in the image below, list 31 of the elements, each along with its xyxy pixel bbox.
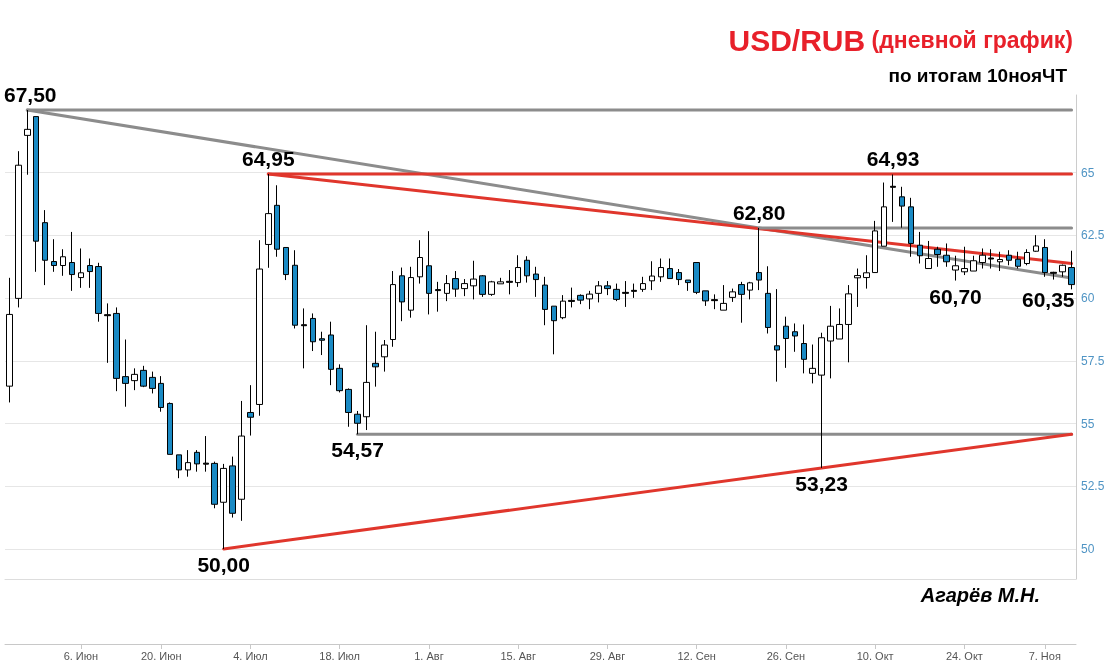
x-tick-label: 24. Окт	[945, 649, 983, 662]
x-tick-label: 29. Авг	[589, 649, 626, 662]
x-tick-label: 20. Июн	[140, 649, 182, 662]
y-tick-label: 50	[1081, 541, 1095, 556]
text: Агарёв М.Н.	[919, 584, 1040, 606]
annotation: 60,70	[929, 284, 982, 308]
annotation: 67,50	[4, 83, 57, 107]
annotation: 64,93	[866, 147, 920, 171]
annotation: 53,23	[795, 471, 848, 495]
x-tick-label: 10. Окт	[856, 649, 894, 662]
annotation: 50,00	[197, 552, 250, 576]
y-tick-label: 55	[1081, 416, 1095, 431]
x-tick-label: 6. Июн	[63, 649, 99, 662]
annotation: 64,95	[242, 146, 295, 170]
chart-subtitle: по итогам 10нояЧТ	[888, 65, 1068, 86]
y-tick-label: 62.5	[1081, 228, 1105, 243]
y-tick-label: 60	[1081, 291, 1095, 306]
annotation: 62,80	[732, 200, 786, 224]
x-tick-label: 15. Авг	[500, 649, 536, 662]
y-tick-label: 57.5	[1081, 353, 1105, 368]
x-tick-label: 7. Ноя	[1028, 649, 1061, 662]
x-tick-label: 26. Сен	[766, 649, 806, 662]
x-tick-label: 12. Сен	[677, 649, 716, 662]
x-tick-label: 18. Июл	[319, 649, 361, 662]
annotation: 60,35	[1022, 288, 1075, 311]
x-tick-label: 1. Авг	[414, 649, 444, 662]
y-tick-label: 52.5	[1081, 479, 1105, 494]
x-tick-label: 4. Июл	[233, 649, 268, 662]
chart-title: USD/RUB (дневной график)	[728, 23, 1074, 57]
y-tick-label: 65	[1081, 165, 1095, 180]
annotation: 54,57	[331, 438, 384, 462]
